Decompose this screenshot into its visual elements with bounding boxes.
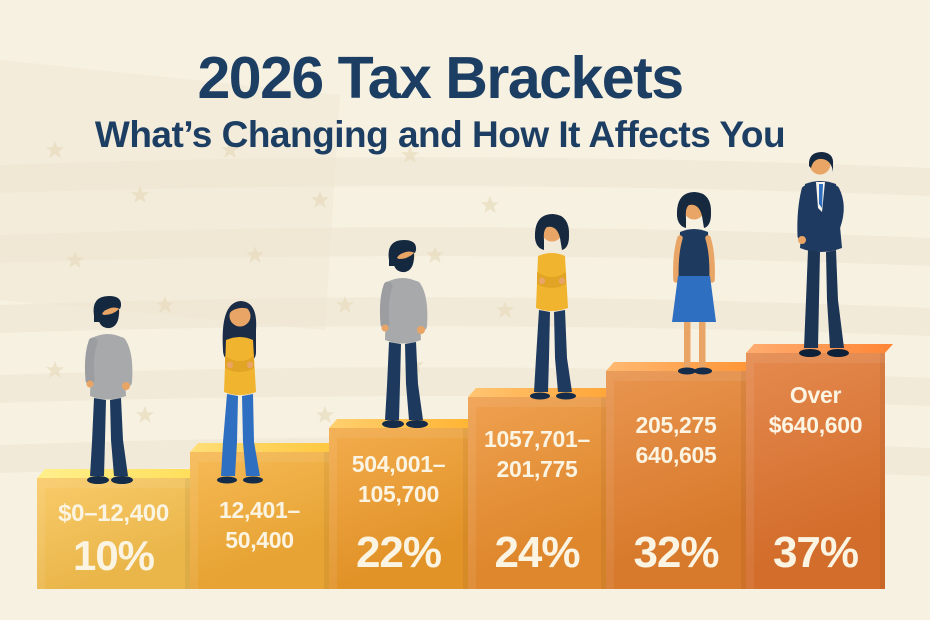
- bracket-bar-37pct: Over $640,600 37%: [746, 353, 885, 589]
- bracket-range: $0–12,400: [37, 498, 190, 529]
- figure-bearded-man-gray-sweater-icon: [84, 296, 133, 484]
- bracket-range-line1: 1057,701–: [483, 426, 591, 452]
- bar-top-face: [190, 443, 337, 452]
- bar-top-face: [746, 344, 893, 353]
- bracket-rate: 10%: [72, 532, 155, 579]
- bracket-range-line1: Over: [789, 382, 842, 408]
- bar-top-face: [329, 419, 476, 428]
- bracket-range: 1057,701– 201,775: [468, 425, 606, 485]
- bracket-bar-22pct: 504,001– 105,700 22%: [329, 428, 468, 589]
- bracket-range-line2: 201,775: [496, 455, 578, 482]
- bracket-rate: 24%: [494, 528, 580, 577]
- page-subtitle: What’s Changing and How It Affects You: [94, 113, 786, 155]
- bracket-rate: 22%: [355, 528, 442, 577]
- bracket-range: 205,275 640,605: [606, 411, 746, 471]
- figure-woman-bob-yellow-top-navy-pants-icon: [530, 214, 576, 400]
- bracket-rate: 37%: [772, 528, 859, 577]
- bracket-range-line1: 12,401–: [218, 497, 301, 523]
- bracket-bar-12401-50400: 12,401– 50,400: [190, 452, 329, 589]
- bracket-range-line2: 50,400: [225, 526, 294, 553]
- bracket-range-line2: 105,700: [357, 480, 440, 507]
- bar-top-face: [37, 469, 198, 478]
- bracket-range-line2: $640,600: [768, 411, 863, 438]
- page-title: 2026 Tax Brackets: [197, 45, 684, 111]
- bar-top-face: [606, 362, 754, 371]
- bracket-bar-32pct: 205,275 640,605 32%: [606, 371, 746, 589]
- figure-bearded-man-gray-sweater-icon: [379, 240, 428, 428]
- bracket-bar-24pct: 1057,701– 201,775 24%: [468, 397, 606, 589]
- bracket-range: 504,001– 105,700: [329, 450, 468, 510]
- bracket-range-line1: 504,001–: [351, 451, 446, 477]
- bar-top-face: [468, 388, 614, 397]
- bracket-range-line2: 640,605: [635, 441, 717, 468]
- bracket-range-line1: 205,275: [635, 412, 717, 438]
- header: 2026 Tax Brackets What’s Changing and Ho…: [0, 45, 880, 155]
- bracket-bar-10pct: $0–12,400 10%: [37, 478, 190, 589]
- bracket-range-line1: $0–12,400: [58, 500, 169, 527]
- figure-woman-bob-navy-top-blue-skirt-icon: [672, 192, 716, 375]
- figure-businessman-navy-suit-icon: [797, 152, 849, 357]
- bracket-rate: 32%: [633, 528, 719, 577]
- bracket-range: 12,401– 50,400: [190, 496, 329, 556]
- bracket-range: Over $640,600: [746, 381, 885, 441]
